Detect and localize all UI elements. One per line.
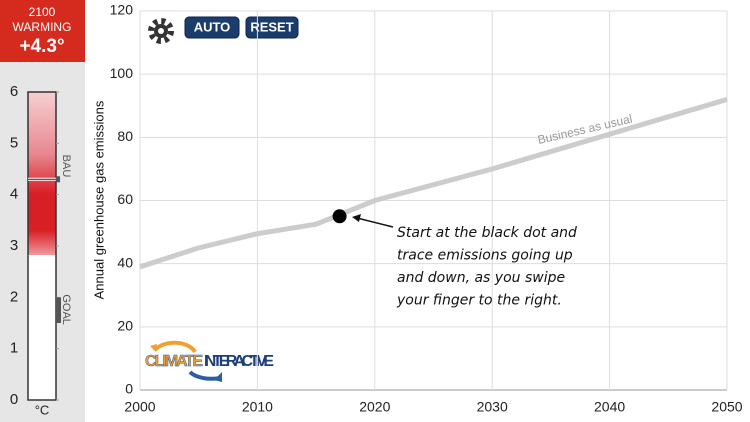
thermometer-tick-label: 3 bbox=[10, 237, 18, 254]
warming-value: +4.3° bbox=[19, 36, 64, 57]
button-label: AUTO bbox=[194, 19, 231, 34]
annotation-text: and down, as you swipe bbox=[397, 270, 565, 286]
annotation-arrow bbox=[356, 217, 394, 228]
annotation-text: trace emissions going up bbox=[397, 248, 573, 264]
y-tick-label: 80 bbox=[117, 128, 133, 144]
settings-gear[interactable] bbox=[148, 18, 174, 44]
thermometer-tick-label: 5 bbox=[10, 134, 18, 151]
x-tick-label: 2030 bbox=[477, 399, 508, 415]
x-tick-label: 2040 bbox=[594, 399, 625, 415]
x-tick-label: 2050 bbox=[711, 399, 742, 415]
y-tick-label: 60 bbox=[117, 191, 133, 207]
bau-tab bbox=[56, 176, 60, 183]
series-line bbox=[139, 97, 728, 270]
y-tick-label: 100 bbox=[110, 65, 134, 81]
warming-year: 2100 bbox=[29, 5, 56, 19]
goal-label: GOAL bbox=[60, 294, 72, 325]
y-tick-label: 120 bbox=[110, 2, 134, 18]
logo-text: INTERACTIVE bbox=[204, 353, 274, 370]
button[interactable] bbox=[245, 16, 299, 39]
button-label: RESET bbox=[250, 19, 293, 34]
thermometer-tick-label: 0 bbox=[10, 391, 18, 408]
bau-label: BAU bbox=[60, 155, 72, 178]
annotation-arrowhead bbox=[352, 214, 361, 222]
thermometer-tick-label: 6 bbox=[10, 83, 18, 100]
x-tick-label: 2000 bbox=[124, 399, 155, 415]
thermometer-tick-label: 1 bbox=[10, 340, 18, 357]
x-tick-label: 2010 bbox=[242, 399, 273, 415]
thermometer-unit: °C bbox=[35, 402, 50, 417]
logo-text: CLIMATE bbox=[145, 353, 203, 370]
settings-gear-hole bbox=[158, 28, 164, 34]
thermometer bbox=[27, 91, 57, 401]
y-axis-label: Annual greenhouse gas emissions bbox=[91, 100, 106, 299]
warming-box bbox=[0, 0, 85, 62]
annotation-text: Start at the black dot and bbox=[397, 225, 577, 241]
annotation-text: your finger to the right. bbox=[396, 293, 562, 309]
thermometer-tick-label: 4 bbox=[10, 186, 18, 203]
logo bbox=[150, 340, 222, 382]
button[interactable] bbox=[184, 16, 240, 39]
thermometer-tick-label: 2 bbox=[10, 288, 18, 305]
start-dot[interactable] bbox=[332, 209, 347, 224]
goal-range bbox=[56, 297, 61, 323]
warming-label: WARMING bbox=[13, 20, 72, 34]
y-tick-label: 0 bbox=[125, 381, 133, 397]
y-tick-label: 20 bbox=[117, 318, 133, 334]
x-tick-label: 2020 bbox=[359, 399, 390, 415]
y-tick-label: 40 bbox=[117, 254, 133, 270]
